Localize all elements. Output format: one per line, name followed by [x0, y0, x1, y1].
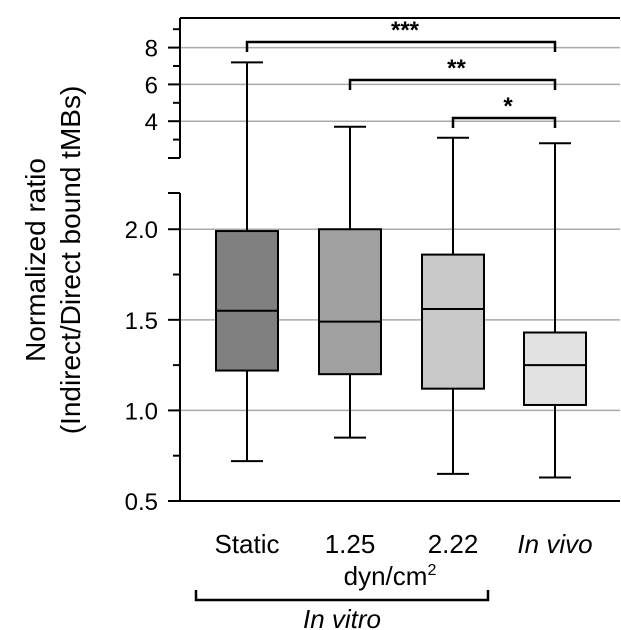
significance-bracket: **	[348, 55, 557, 90]
y-tick-label: 8	[145, 36, 158, 63]
bracket-line	[451, 116, 557, 128]
box-2	[318, 125, 382, 439]
box-iqr	[318, 228, 382, 376]
group-label-in-vitro: In vitro	[303, 604, 381, 630]
y-tick-label: 6	[145, 72, 158, 99]
significance-label: **	[447, 55, 466, 82]
box-1	[215, 61, 279, 463]
box-4	[523, 142, 587, 479]
bracket-line	[348, 78, 557, 90]
y-tick-label: 0.5	[125, 489, 158, 516]
group-bracket-in-vitro	[194, 590, 490, 602]
significance-label: *	[503, 93, 513, 120]
category-label: Static	[214, 529, 279, 559]
y-axis-label-line2: (Indirect/Direct bound tMBs)	[55, 86, 86, 435]
category-label: 2.22	[428, 529, 479, 559]
significance-bracket: *	[451, 93, 557, 128]
box-iqr	[523, 331, 587, 406]
y-tick-label: 2.0	[125, 217, 158, 244]
y-tick-label: 1.0	[125, 398, 158, 425]
box-3	[421, 136, 485, 475]
unit-superscript: 2	[427, 562, 436, 579]
significance-label: ***	[391, 17, 420, 44]
bracket-line	[245, 40, 557, 52]
category-label: 1.25	[325, 529, 376, 559]
box-iqr	[421, 253, 485, 390]
unit-label: dyn/cm2	[344, 561, 437, 591]
category-label: In vivo	[517, 529, 592, 559]
y-tick-label: 1.5	[125, 308, 158, 335]
y-axis-label-line1: Normalized ratio	[20, 158, 51, 362]
significance-bracket: ***	[245, 17, 557, 52]
y-tick-label: 4	[145, 109, 158, 136]
box-iqr	[215, 230, 279, 372]
